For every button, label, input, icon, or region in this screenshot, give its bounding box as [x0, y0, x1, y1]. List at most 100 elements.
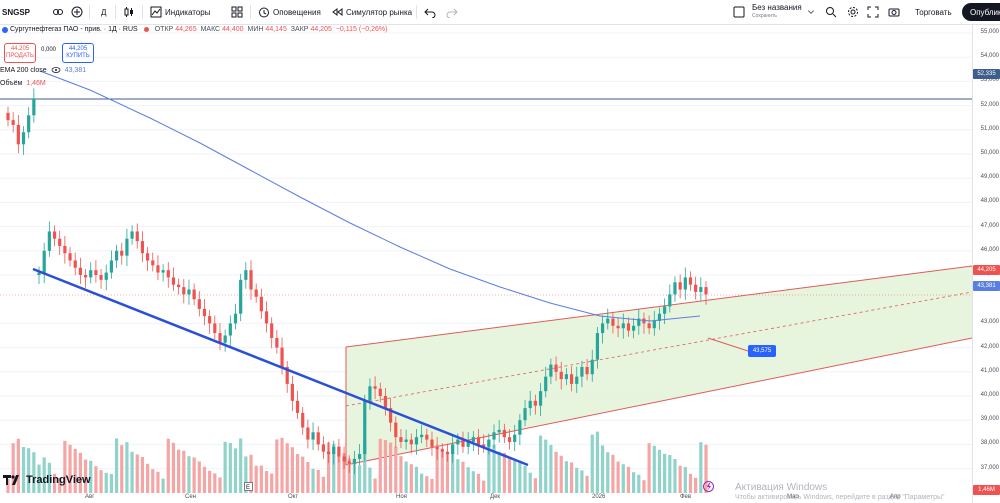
candle-body — [699, 287, 703, 292]
price-chart[interactable] — [0, 25, 972, 503]
ema-label: EMA 200 close — [0, 66, 47, 74]
volume-bar — [63, 440, 67, 493]
settings-button[interactable] — [847, 0, 859, 24]
volume-bar — [590, 434, 594, 493]
eye-icon[interactable] — [51, 66, 61, 74]
price-tick: 41,000 — [980, 367, 999, 374]
volume-bar — [352, 461, 357, 493]
candle-body — [58, 238, 62, 246]
volume-bar — [497, 451, 501, 493]
channel-lower-line[interactable] — [345, 337, 972, 466]
ema-price-tag: 43,381 — [973, 281, 1000, 291]
buy-label: КУПИТЬ — [66, 53, 90, 59]
compare-button[interactable] — [52, 0, 64, 24]
volume-bar — [580, 470, 584, 493]
price-tick: 47,000 — [980, 222, 999, 229]
add-symbol-button[interactable] — [71, 0, 83, 24]
publish-label: Опублик — [970, 7, 1000, 17]
volume-bar — [249, 454, 253, 493]
buy-button[interactable]: 44,205 КУПИТЬ — [62, 43, 94, 63]
candle-body — [275, 337, 279, 348]
publish-button[interactable]: Опублик — [962, 3, 1000, 21]
candle-body — [68, 253, 72, 261]
volume-bar — [420, 473, 424, 493]
volume-bar — [37, 464, 41, 493]
candle-body — [430, 439, 434, 447]
candle-body — [177, 284, 181, 288]
candle-body — [337, 446, 341, 457]
volume-bar — [192, 457, 196, 493]
search-icon — [826, 7, 837, 18]
volume-bar — [109, 474, 114, 493]
layouts-button[interactable] — [231, 0, 243, 24]
candle-body — [306, 427, 310, 440]
redo-button[interactable] — [446, 0, 458, 24]
symbol-search-button[interactable]: SNGSP — [2, 0, 30, 24]
candle-body — [363, 400, 367, 455]
candle-body — [663, 306, 667, 314]
candle-body — [569, 374, 574, 384]
grid-icon — [231, 6, 243, 18]
candle-body — [456, 439, 460, 445]
volume-bar — [161, 478, 165, 493]
volume-bar — [657, 449, 662, 493]
snapshot-button[interactable] — [888, 0, 900, 24]
scroll-marker-icon[interactable]: E — [244, 482, 253, 491]
volume-bar — [21, 447, 26, 493]
candle-body — [445, 451, 450, 455]
volume-bar — [621, 464, 625, 493]
sell-button[interactable]: 44,205 ПРОДАТЬ — [4, 43, 36, 63]
volume-bar — [363, 441, 367, 493]
candle-body — [466, 441, 470, 447]
chart-type-button[interactable] — [123, 0, 135, 24]
candle-body — [595, 333, 600, 360]
volume-legend-row[interactable]: Объём 1,46M — [0, 80, 46, 87]
fullscreen-button[interactable] — [867, 0, 879, 24]
volume-bar — [394, 446, 398, 493]
indicators-button[interactable]: Индикаторы — [150, 0, 210, 24]
volume-bar — [688, 473, 693, 493]
trade-button[interactable]: Торговать — [915, 0, 952, 24]
ema-200-line — [39, 70, 701, 322]
volume-bar — [187, 456, 191, 493]
candle-body — [42, 250, 46, 273]
candle-body — [130, 231, 134, 239]
top-toolbar: SNGSP Д Индикаторы Оповещения Симулятор … — [0, 0, 1000, 25]
volume-bar — [673, 459, 677, 493]
candle-body — [632, 325, 636, 331]
candle-body — [357, 454, 362, 459]
interval-button[interactable]: Д — [101, 0, 106, 24]
candle-body — [114, 250, 119, 261]
ema-legend-row[interactable]: EMA 200 close 43,381 — [0, 66, 86, 74]
trend-line[interactable] — [32, 267, 529, 467]
time-axis[interactable]: Авг Сен Окт Ноя Дек 2026 Фев Мар Апр — [0, 493, 972, 503]
price-tick: 43,000 — [980, 319, 999, 326]
candle-body — [254, 289, 258, 297]
alerts-button[interactable]: Оповещения — [258, 0, 321, 24]
candle-body — [399, 437, 403, 442]
tradingview-logo[interactable]: TradingView — [3, 474, 91, 486]
time-tick: Фев — [680, 494, 692, 500]
channel-upper-line[interactable] — [345, 265, 972, 348]
camera-icon — [888, 8, 900, 17]
volume-bar — [130, 451, 134, 493]
candle-body — [487, 439, 491, 447]
candle-body — [16, 124, 20, 145]
undo-button[interactable] — [424, 0, 436, 24]
time-tick: Мар — [787, 494, 799, 500]
volume-bar — [652, 445, 656, 493]
volume-bar — [600, 445, 605, 493]
flash-icon[interactable] — [703, 481, 714, 492]
candle-body — [414, 437, 419, 445]
volume-bar — [518, 460, 522, 493]
volume-bar — [316, 470, 320, 493]
replay-button[interactable]: Симулятор рынка — [331, 0, 412, 24]
search-button[interactable] — [825, 0, 837, 24]
symbol-legend-row[interactable]: Сургутнефтегаз ПАО - прив. · 1Д · RUS ОТ… — [0, 26, 389, 33]
layout-name-button[interactable]: Без названия Сохранить — [733, 0, 815, 24]
price-axis[interactable]: 55,000 54,000 53,000 52,000 51,000 50,000 49,0… — [972, 25, 1000, 503]
symbol-logo — [2, 26, 8, 33]
distance-line — [707, 337, 749, 352]
sell-price: 44,205 — [10, 46, 30, 52]
volume-bar — [663, 453, 667, 493]
